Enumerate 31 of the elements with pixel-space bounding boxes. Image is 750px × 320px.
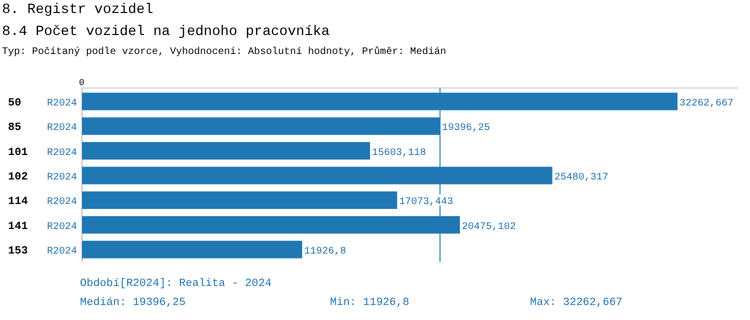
bar xyxy=(82,191,398,209)
y-tick-label: 114 xyxy=(8,196,28,208)
bar xyxy=(82,240,302,258)
data-label: 15603,118 xyxy=(372,148,426,159)
y-tick-label: 85 xyxy=(8,122,22,134)
data-label: 20475,102 xyxy=(462,222,516,233)
text: R2024 xyxy=(47,246,78,258)
data-label: 19396,25 xyxy=(442,123,490,134)
text: R2024 xyxy=(47,197,78,208)
chart-title: 8. Registr vozidel xyxy=(2,2,154,18)
data-label: 32262,667 xyxy=(680,98,734,110)
text: R2024 xyxy=(47,222,78,233)
y-tick-label: 50 xyxy=(8,97,22,110)
y-tick-label: 101 xyxy=(8,146,28,159)
chart-subtitle: 8.4 Počet vozidel na jednoho pracovníka xyxy=(2,24,330,40)
data-label: 11926,8 xyxy=(304,246,346,258)
data-label: 25480,317 xyxy=(554,172,608,184)
text: Typ: Počítaný podle vzorce, Vyhodnocení: Absolutní hodnoty, Průměr: Medián xyxy=(2,46,446,58)
text: Medián: 19396,25 xyxy=(80,297,186,309)
text: R2024 xyxy=(47,172,78,184)
bar xyxy=(82,142,370,160)
y-tick-label: 153 xyxy=(8,246,28,258)
text: Min: 11926,8 xyxy=(330,297,410,309)
text: R2024 xyxy=(47,123,78,134)
y-tick-label: 102 xyxy=(8,172,28,184)
y-tick-label: 141 xyxy=(8,220,28,233)
annotation: 0 xyxy=(79,78,84,88)
text: R2024 xyxy=(47,148,78,159)
series-label: R2024 xyxy=(47,98,78,110)
text: Období[R2024]: Realita - 2024 xyxy=(80,278,272,290)
text: Max: 32262,667 xyxy=(530,297,622,309)
